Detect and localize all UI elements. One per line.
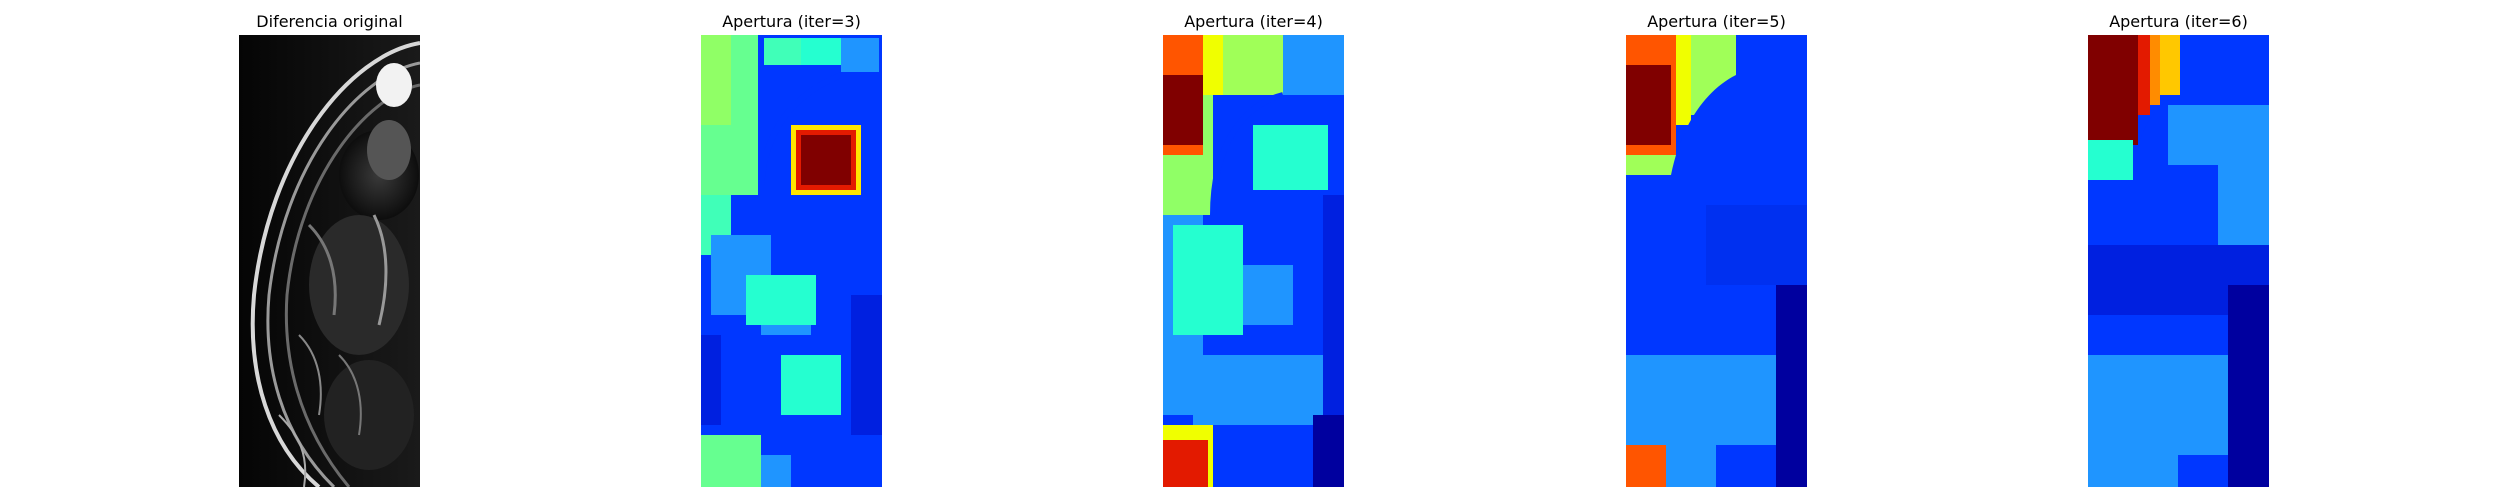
panel-iter-4: Apertura (iter=4) <box>1163 0 1344 500</box>
panel-title: Apertura (iter=6) <box>2109 12 2248 31</box>
jet-image <box>1163 35 1344 487</box>
panel-iter-6: Apertura (iter=6) <box>2088 0 2269 500</box>
jet-image <box>2088 35 2269 487</box>
panel-title: Apertura (iter=4) <box>1184 12 1323 31</box>
jet-image <box>701 35 882 487</box>
panel-iter-5: Apertura (iter=5) <box>1626 0 1807 500</box>
panel-title: Apertura (iter=5) <box>1647 12 1786 31</box>
jet-image <box>1626 35 1807 487</box>
panel-title: Diferencia original <box>256 12 403 31</box>
panel-original: Diferencia original <box>239 0 420 500</box>
panel-title: Apertura (iter=3) <box>722 12 861 31</box>
grayscale-image <box>239 35 420 487</box>
panel-iter-3: Apertura (iter=3) <box>701 0 882 500</box>
